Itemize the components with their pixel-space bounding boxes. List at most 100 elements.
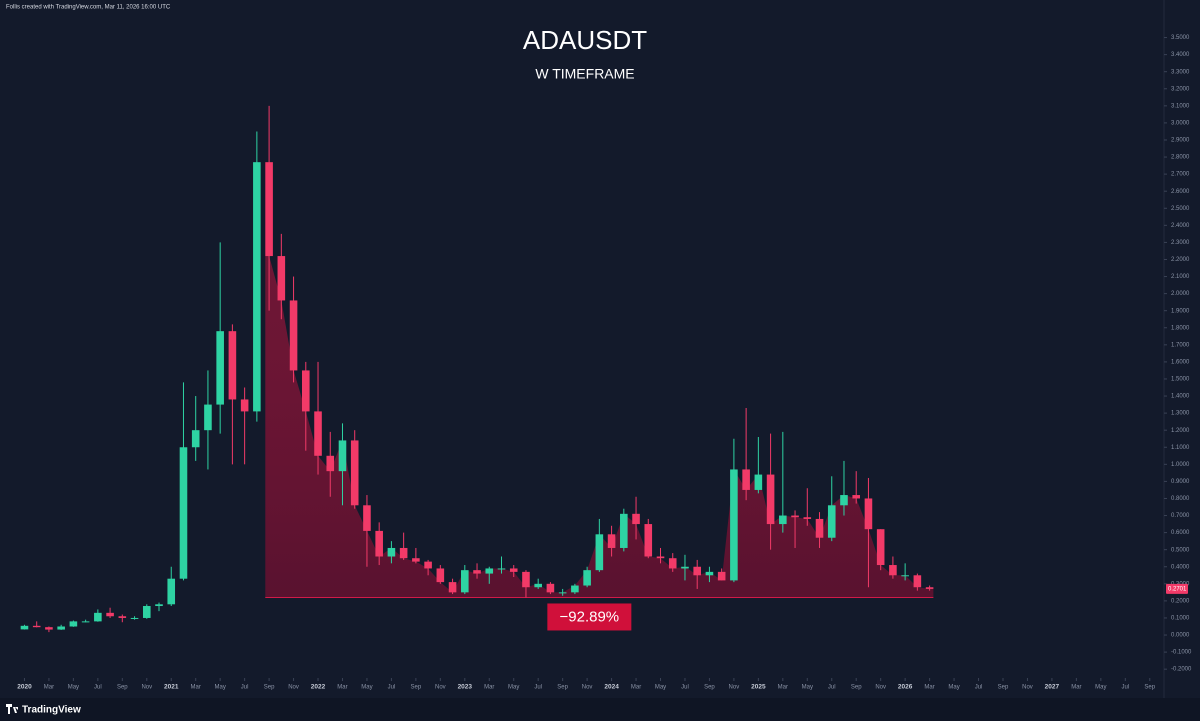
candle-body (191, 430, 200, 448)
y-tick-label: 2.8000 (1171, 155, 1190, 161)
candle-body (644, 524, 653, 557)
x-tick-label: Mar (924, 685, 934, 691)
y-tick-label: 0.5000 (1171, 547, 1190, 553)
candle-body (864, 498, 873, 530)
candle-body (461, 570, 469, 593)
x-tick-label: Nov (582, 685, 593, 691)
candle-body (301, 370, 310, 412)
header-caption: Follis created with TradingView.com, Mar… (6, 5, 171, 11)
candle-body (668, 558, 677, 569)
logo-icon (6, 704, 18, 714)
y-tick-label: 2.7000 (1171, 172, 1190, 178)
candle-body (253, 162, 261, 412)
candle-body (730, 469, 738, 581)
x-tick-label: Nov (288, 685, 299, 691)
candle-body (766, 474, 775, 525)
y-tick-label: 0.9000 (1171, 479, 1190, 485)
x-tick-label: Nov (729, 685, 740, 691)
candle-body (81, 621, 90, 623)
x-tick-label: Mar (778, 685, 788, 691)
y-tick-label: 1.0000 (1171, 462, 1190, 468)
brand-logo: TradingView (6, 704, 81, 716)
x-tick-label: Mar (191, 685, 201, 691)
candle-body (399, 547, 408, 559)
candle-body (363, 505, 371, 531)
x-tick-label: May (508, 685, 519, 691)
candle-body (448, 582, 457, 593)
candle-body (840, 495, 848, 506)
x-tick-label: Sep (851, 685, 862, 691)
x-tick-label: 2024 (604, 684, 619, 691)
x-tick-label: 2027 (1045, 684, 1060, 691)
candle-body (717, 571, 726, 581)
candle-body (69, 621, 78, 627)
x-tick-label: 2020 (17, 684, 32, 691)
range-label: −92.89% (560, 608, 620, 625)
x-tick-label: May (214, 685, 225, 691)
candle-body (167, 578, 176, 605)
y-tick-label: -0.1000 (1171, 650, 1192, 656)
candle-body (375, 530, 383, 557)
candle-body (326, 455, 335, 472)
x-tick-label: Jul (828, 685, 836, 691)
x-tick-label: Nov (141, 685, 152, 691)
candle-body (118, 616, 127, 618)
x-tick-label: Mar (631, 685, 641, 691)
x-tick-label: Nov (435, 685, 446, 691)
footer-bar (0, 698, 1200, 721)
y-tick-label: 1.5000 (1171, 377, 1190, 383)
candle-body (350, 440, 359, 506)
x-tick-label: Jul (975, 685, 983, 691)
x-tick-label: Sep (117, 685, 128, 691)
y-tick-label: 0.0000 (1171, 633, 1190, 639)
x-tick-label: Sep (998, 685, 1009, 691)
candle-body (412, 558, 420, 562)
candle-body (485, 568, 494, 574)
candle-body (827, 505, 836, 538)
x-tick-label: May (948, 685, 959, 691)
y-tick-label: 1.1000 (1171, 445, 1190, 451)
range-label-box (547, 603, 632, 631)
candle-body (497, 568, 506, 570)
candle-body (94, 612, 102, 622)
y-tick-label: 3.4000 (1171, 52, 1190, 58)
y-tick-label: 0.8000 (1171, 496, 1190, 502)
candle-body (473, 570, 481, 574)
last-price-label: 0.2701 (1168, 587, 1187, 593)
x-tick-label: 2023 (458, 684, 473, 691)
candle-body (583, 570, 591, 586)
y-tick-label: 0.7000 (1171, 513, 1190, 519)
candle-body (509, 568, 518, 572)
y-tick-label: 2.2000 (1171, 257, 1190, 263)
chart-subtitle: W TIMEFRAME (535, 66, 634, 82)
candle-body (57, 626, 65, 630)
y-tick-label: 1.7000 (1171, 342, 1190, 348)
candle-body (204, 404, 212, 431)
candle-body (889, 565, 897, 576)
x-tick-label: Jul (1121, 685, 1129, 691)
x-tick-label: Sep (1144, 685, 1155, 691)
candle-body (705, 571, 714, 576)
candle-body (632, 513, 640, 525)
candle-body (571, 585, 579, 593)
x-tick-label: May (655, 685, 666, 691)
y-tick-label: -0.2000 (1171, 667, 1192, 673)
candle-body (240, 399, 249, 412)
x-tick-label: Sep (264, 685, 275, 691)
candle-body (424, 561, 432, 569)
x-tick-label: Nov (1022, 685, 1033, 691)
candle-body (130, 617, 139, 619)
y-tick-label: 0.2000 (1171, 598, 1190, 604)
x-tick-label: May (361, 685, 372, 691)
y-tick-label: 0.4000 (1171, 564, 1190, 570)
candle-body (45, 627, 53, 630)
candle-body (32, 625, 41, 628)
x-tick-label: 2025 (751, 684, 766, 691)
candle-body (742, 469, 750, 490)
x-tick-label: Jul (534, 685, 542, 691)
x-tick-label: 2026 (898, 684, 913, 691)
y-tick-label: 2.6000 (1171, 189, 1190, 195)
